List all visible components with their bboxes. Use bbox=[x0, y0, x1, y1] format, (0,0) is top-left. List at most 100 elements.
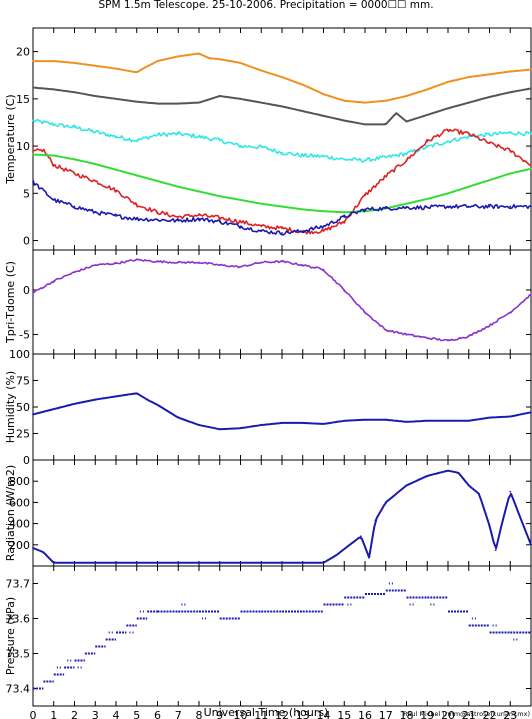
data-point bbox=[135, 392, 138, 395]
y-axis-label: Humidity (%) bbox=[4, 371, 17, 443]
data-point bbox=[115, 168, 117, 171]
series-3 bbox=[32, 118, 532, 163]
x-tick-label: 11 bbox=[254, 709, 268, 719]
data-point bbox=[156, 102, 159, 105]
panel-frame bbox=[32, 459, 532, 567]
data-point bbox=[405, 420, 408, 423]
data-point bbox=[156, 260, 159, 263]
y-tick-label: 200 bbox=[9, 539, 30, 552]
data-point bbox=[135, 100, 138, 103]
series-4 bbox=[32, 128, 532, 235]
data-point bbox=[239, 199, 242, 201]
data-point bbox=[198, 261, 200, 264]
data-point bbox=[260, 230, 263, 233]
plot-area bbox=[32, 258, 532, 342]
data-point bbox=[52, 60, 55, 62]
figure-title: SPM 1.5m Telescope. 25-10-2006. Precipit… bbox=[98, 0, 433, 11]
data-point bbox=[447, 80, 449, 83]
data-point bbox=[115, 215, 117, 217]
data-point bbox=[426, 337, 429, 339]
data-point bbox=[368, 556, 371, 559]
data-point bbox=[447, 339, 449, 342]
data-point bbox=[135, 203, 138, 206]
x-tick-label: 17 bbox=[379, 709, 393, 719]
data-point bbox=[364, 418, 366, 421]
data-point bbox=[32, 181, 34, 183]
data-point bbox=[530, 167, 532, 170]
data-point bbox=[364, 208, 366, 211]
data-point bbox=[322, 423, 325, 425]
data-point bbox=[359, 535, 362, 538]
data-point bbox=[530, 132, 532, 135]
data-point bbox=[198, 217, 200, 220]
data-point bbox=[530, 164, 532, 166]
x-tick-label: 15 bbox=[337, 709, 351, 719]
data-point bbox=[322, 268, 325, 271]
data-point bbox=[239, 225, 242, 228]
y-tick-label: -5 bbox=[19, 328, 30, 341]
data-point bbox=[384, 156, 387, 159]
data-point bbox=[343, 158, 346, 161]
x-tick-label: 8 bbox=[196, 709, 203, 719]
data-point bbox=[488, 324, 491, 327]
data-point bbox=[488, 205, 491, 208]
plot-area bbox=[33, 582, 531, 690]
series-line bbox=[33, 52, 532, 104]
data-point bbox=[395, 112, 398, 114]
y-tick-label: 600 bbox=[9, 496, 30, 509]
data-point bbox=[52, 88, 55, 91]
y-tick-label: 50 bbox=[16, 401, 30, 414]
x-tick-label: 3 bbox=[92, 709, 99, 719]
data-point bbox=[364, 311, 366, 314]
data-point bbox=[384, 207, 387, 210]
data-point bbox=[509, 70, 512, 73]
data-point bbox=[374, 519, 377, 522]
data-point bbox=[73, 172, 76, 175]
data-point bbox=[457, 471, 460, 474]
data-point bbox=[343, 216, 346, 218]
data-point bbox=[94, 64, 97, 67]
data-point bbox=[177, 132, 180, 135]
data-point bbox=[509, 149, 512, 152]
data-point bbox=[52, 164, 55, 166]
data-point bbox=[281, 205, 283, 208]
data-point bbox=[146, 398, 149, 401]
data-point bbox=[218, 428, 221, 431]
data-point bbox=[343, 419, 346, 422]
series-line bbox=[33, 128, 532, 235]
y-axis-label: Tpri-Tdome (C) bbox=[4, 261, 17, 344]
series-2 bbox=[32, 86, 532, 126]
plot-area bbox=[32, 469, 532, 564]
data-point bbox=[260, 261, 263, 264]
data-point bbox=[509, 415, 512, 418]
data-point bbox=[509, 490, 512, 493]
data-point bbox=[94, 131, 97, 133]
x-tick-label: 1 bbox=[50, 709, 57, 719]
data-point bbox=[447, 129, 449, 131]
data-point bbox=[177, 185, 180, 188]
data-point bbox=[218, 195, 221, 198]
x-tick-label: 10 bbox=[234, 709, 248, 719]
data-point bbox=[198, 52, 200, 55]
data-point bbox=[260, 424, 263, 426]
data-point bbox=[509, 311, 512, 314]
data-point bbox=[218, 95, 221, 97]
data-point bbox=[426, 114, 429, 116]
data-point bbox=[488, 179, 491, 181]
data-point bbox=[488, 524, 491, 527]
data-point bbox=[447, 205, 449, 208]
series-line bbox=[32, 469, 532, 564]
data-point bbox=[52, 408, 55, 411]
data-point bbox=[135, 139, 138, 142]
data-point bbox=[281, 232, 283, 234]
data-point bbox=[198, 214, 200, 216]
series-6 bbox=[32, 180, 532, 236]
series-line bbox=[32, 258, 532, 342]
series-1 bbox=[32, 52, 532, 104]
data-point bbox=[467, 484, 470, 487]
data-point bbox=[426, 206, 429, 209]
data-point bbox=[156, 403, 159, 406]
data-point bbox=[467, 101, 470, 104]
data-point bbox=[156, 211, 159, 214]
